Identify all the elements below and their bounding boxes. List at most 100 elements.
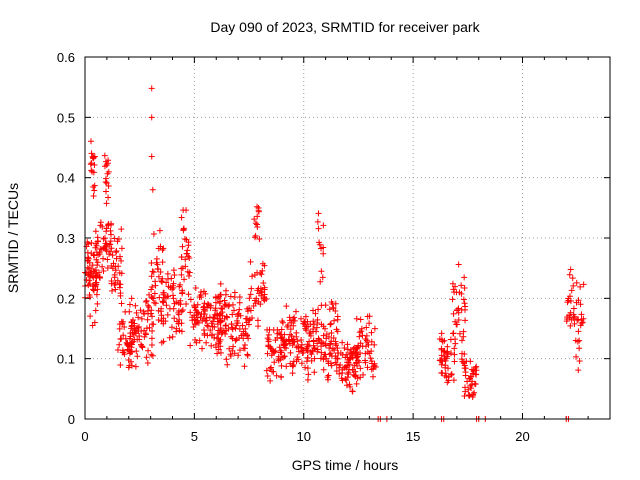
data-point bbox=[103, 240, 110, 247]
data-point bbox=[111, 235, 118, 242]
data-point bbox=[449, 296, 456, 303]
data-point bbox=[166, 305, 173, 312]
data-point bbox=[118, 257, 125, 264]
data-point bbox=[318, 338, 325, 345]
data-point bbox=[84, 264, 91, 271]
data-point bbox=[344, 341, 351, 348]
y-tick-label: 0.3 bbox=[57, 231, 75, 246]
data-point bbox=[368, 348, 375, 355]
data-point bbox=[331, 317, 338, 324]
data-point bbox=[92, 228, 99, 235]
data-point bbox=[113, 247, 120, 254]
x-tick-label: 10 bbox=[297, 429, 311, 444]
data-point bbox=[103, 225, 110, 232]
data-point bbox=[448, 350, 455, 357]
data-point bbox=[227, 351, 234, 358]
data-point bbox=[192, 336, 199, 343]
data-point bbox=[192, 304, 199, 311]
data-point bbox=[212, 299, 219, 306]
data-point bbox=[314, 218, 321, 225]
data-point bbox=[270, 368, 277, 375]
data-point bbox=[268, 364, 275, 371]
data-point bbox=[119, 349, 126, 356]
data-point bbox=[126, 347, 133, 354]
data-point bbox=[577, 283, 584, 290]
data-point bbox=[191, 303, 198, 310]
data-point bbox=[473, 363, 480, 370]
data-point bbox=[143, 325, 150, 332]
data-point bbox=[123, 339, 130, 346]
data-point bbox=[352, 349, 359, 356]
data-point bbox=[371, 325, 378, 332]
data-point bbox=[333, 342, 340, 349]
data-point bbox=[181, 276, 188, 283]
data-point bbox=[208, 332, 215, 339]
data-point bbox=[569, 275, 576, 282]
data-point bbox=[218, 305, 225, 312]
x-tick-label: 15 bbox=[406, 429, 420, 444]
data-point bbox=[217, 349, 224, 356]
data-point bbox=[222, 322, 229, 329]
data-point bbox=[90, 154, 97, 161]
data-point bbox=[233, 336, 240, 343]
data-point bbox=[458, 282, 465, 289]
data-point bbox=[307, 329, 314, 336]
data-point bbox=[356, 329, 363, 336]
data-point bbox=[203, 339, 210, 346]
data-point bbox=[232, 337, 239, 344]
data-point bbox=[368, 358, 375, 365]
data-point bbox=[283, 363, 290, 370]
data-point bbox=[575, 367, 582, 374]
data-point bbox=[120, 332, 127, 339]
data-point bbox=[94, 262, 101, 269]
data-point bbox=[461, 365, 468, 372]
data-point bbox=[187, 309, 194, 316]
data-point bbox=[97, 219, 104, 226]
data-point bbox=[126, 308, 133, 315]
data-point bbox=[291, 317, 298, 324]
data-point bbox=[179, 289, 186, 296]
data-point bbox=[138, 315, 145, 322]
data-point bbox=[108, 245, 115, 252]
data-point bbox=[248, 285, 255, 292]
data-point bbox=[263, 296, 270, 303]
data-point bbox=[461, 393, 468, 400]
data-point bbox=[202, 307, 209, 314]
data-point bbox=[334, 345, 341, 352]
data-point bbox=[254, 203, 261, 210]
data-point bbox=[347, 355, 354, 362]
data-point bbox=[334, 328, 341, 335]
data-point bbox=[333, 361, 340, 368]
data-point bbox=[354, 362, 361, 369]
data-point bbox=[327, 321, 334, 328]
data-point bbox=[207, 302, 214, 309]
data-point bbox=[192, 321, 199, 328]
data-point bbox=[148, 273, 155, 280]
data-point bbox=[249, 315, 256, 322]
y-tick-label: 0.2 bbox=[57, 291, 75, 306]
data-point bbox=[92, 307, 99, 314]
data-point bbox=[473, 371, 480, 378]
data-point bbox=[440, 348, 447, 355]
data-point bbox=[315, 306, 322, 313]
data-point bbox=[283, 303, 290, 310]
data-point bbox=[125, 364, 132, 371]
data-point bbox=[451, 358, 458, 365]
data-point bbox=[93, 256, 100, 263]
data-point bbox=[343, 377, 350, 384]
data-point bbox=[448, 371, 455, 378]
data-point bbox=[298, 315, 305, 322]
data-point bbox=[94, 286, 101, 293]
data-point bbox=[127, 358, 134, 365]
data-point bbox=[85, 282, 92, 289]
data-point bbox=[318, 349, 325, 356]
data-point bbox=[278, 373, 285, 380]
data-point bbox=[116, 341, 123, 348]
data-point bbox=[101, 235, 108, 242]
data-point bbox=[235, 352, 242, 359]
data-point bbox=[336, 370, 343, 377]
data-point bbox=[441, 372, 448, 379]
data-point bbox=[228, 320, 235, 327]
data-point bbox=[567, 297, 574, 304]
data-point bbox=[263, 367, 270, 374]
